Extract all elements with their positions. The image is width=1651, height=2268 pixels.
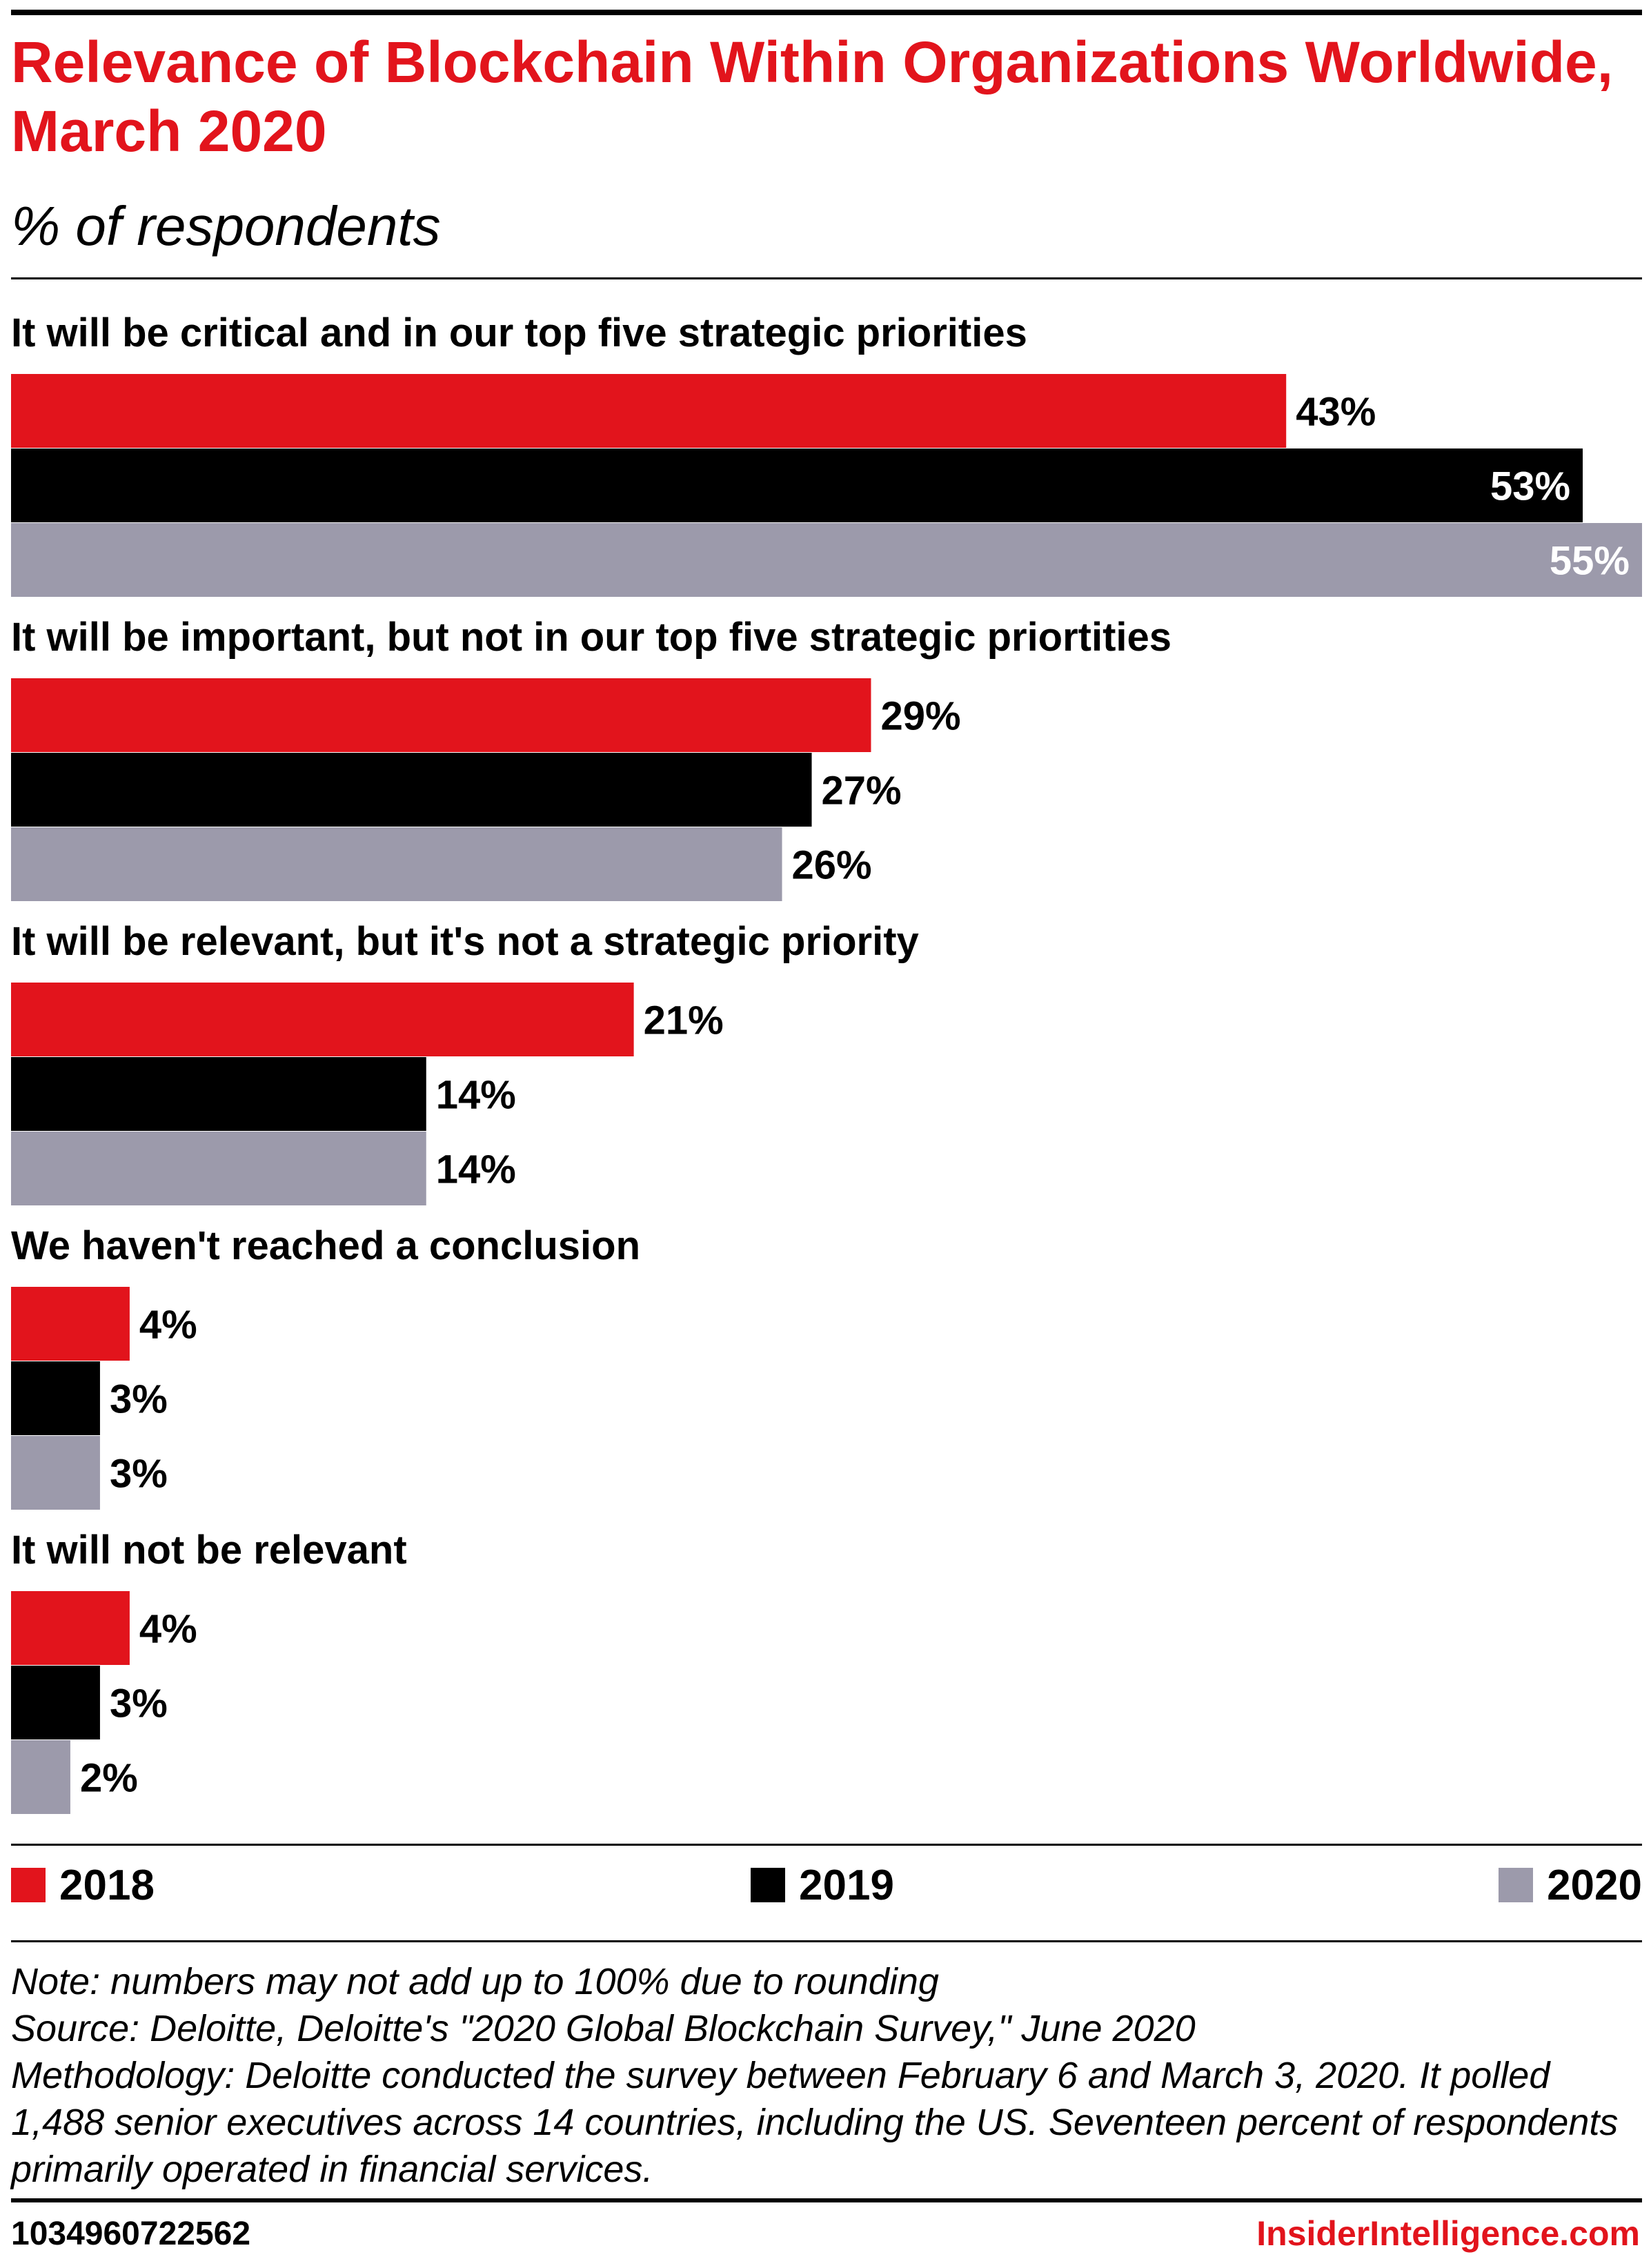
category-label: It will be critical and in our top five … <box>11 310 1027 355</box>
bar-2019 <box>11 1666 100 1739</box>
value-label-2020: 2% <box>80 1755 138 1800</box>
bar-2018 <box>11 374 1287 448</box>
legend-label-2018: 2018 <box>59 1861 155 1909</box>
bar-chart: It will be critical and in our top five … <box>11 310 1642 1814</box>
value-label-2018: 21% <box>644 998 724 1043</box>
legend-item-2018: 2018 <box>11 1857 155 1913</box>
value-label-2020: 3% <box>110 1451 168 1496</box>
bar-2020 <box>11 1436 100 1510</box>
bar-2018 <box>11 983 634 1056</box>
bar-2018 <box>11 678 871 752</box>
legend-label-2019: 2019 <box>799 1861 894 1909</box>
chart-title: Relevance of Blockchain Within Organizat… <box>11 30 1614 164</box>
bar-2020 <box>11 827 782 901</box>
value-label-2019: 3% <box>110 1681 168 1726</box>
bar-2020 <box>11 523 1642 597</box>
methodology-text: Methodology: Deloitte conducted the surv… <box>11 2055 1619 2190</box>
category-label: It will be important, but not in our top… <box>11 615 1171 660</box>
legend-swatch-2018 <box>11 1868 46 1902</box>
legend-swatch-2020 <box>1499 1868 1534 1902</box>
legend-item-2019: 2019 <box>751 1857 894 1913</box>
value-label-2018: 29% <box>880 693 960 738</box>
category-label: It will not be relevant <box>11 1528 407 1572</box>
bar-2020 <box>11 1132 426 1205</box>
value-label-2018: 4% <box>139 1606 197 1651</box>
legend-label-2020: 2020 <box>1547 1861 1642 1909</box>
bar-2018 <box>11 1591 130 1665</box>
bar-2019 <box>11 1361 100 1435</box>
value-label-2020: 55% <box>1550 538 1630 583</box>
legend-divider-top <box>11 1844 1642 1846</box>
chart-subtitle: % of respondents <box>11 195 441 257</box>
legend-item-2020: 2020 <box>1499 1857 1642 1913</box>
value-label-2018: 4% <box>139 1302 197 1347</box>
bar-2018 <box>11 1287 130 1361</box>
source-text: Source: Deloitte, Deloitte's "2020 Globa… <box>11 2008 1196 2049</box>
notes-divider <box>11 1940 1642 1942</box>
value-label-2019: 14% <box>436 1072 516 1117</box>
value-label-2019: 27% <box>822 768 902 813</box>
value-label-2020: 26% <box>792 842 872 887</box>
note-text: Note: numbers may not add up to 100% due… <box>11 1961 939 2002</box>
chart-id: 1034960722562 <box>11 2216 251 2252</box>
bar-2019 <box>11 753 812 827</box>
bar-2020 <box>11 1740 70 1814</box>
value-label-2020: 14% <box>436 1147 516 1192</box>
footer-divider <box>11 2198 1642 2202</box>
legend-swatch-2019 <box>751 1868 785 1902</box>
header-divider <box>11 277 1642 279</box>
bar-2019 <box>11 448 1583 522</box>
top-rule <box>11 10 1642 15</box>
value-label-2018: 43% <box>1296 389 1376 434</box>
legend: 2018 2019 2020 <box>11 1857 1642 1913</box>
brand-logo-text: InsiderIntelligence.com <box>1256 2214 1640 2253</box>
chart-notes: Note: numbers may not add up to 100% due… <box>11 1958 1642 2193</box>
category-label: We haven't reached a conclusion <box>11 1223 640 1268</box>
category-label: It will be relevant, but it's not a stra… <box>11 919 919 964</box>
value-label-2019: 53% <box>1490 464 1570 509</box>
value-label-2019: 3% <box>110 1377 168 1421</box>
bar-2019 <box>11 1057 426 1131</box>
